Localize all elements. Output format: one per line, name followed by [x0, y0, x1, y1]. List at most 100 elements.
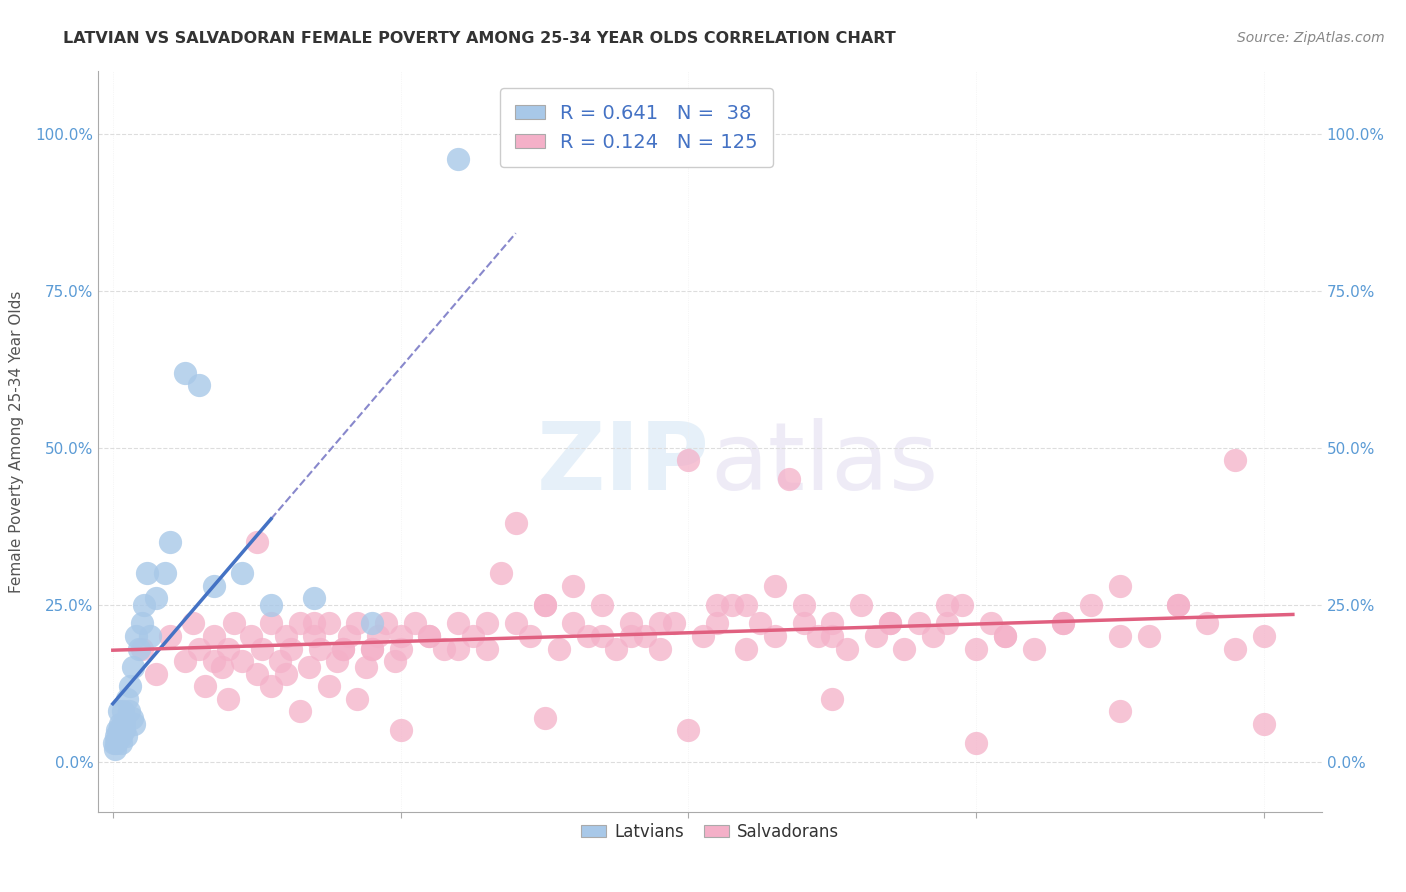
- Point: [475, 616, 498, 631]
- Point: [112, 717, 135, 731]
- Point: [131, 641, 153, 656]
- Point: [620, 616, 643, 631]
- Point: [1052, 616, 1074, 631]
- Text: Source: ZipAtlas.com: Source: ZipAtlas.com: [1237, 31, 1385, 45]
- Point: [332, 641, 354, 656]
- Point: [678, 453, 700, 467]
- Point: [145, 666, 167, 681]
- Point: [107, 730, 129, 744]
- Point: [159, 629, 181, 643]
- Point: [389, 629, 412, 643]
- Point: [222, 616, 245, 631]
- Point: [562, 579, 585, 593]
- Point: [318, 679, 340, 693]
- Point: [139, 629, 162, 643]
- Point: [533, 598, 555, 612]
- Point: [879, 616, 901, 631]
- Point: [145, 591, 167, 606]
- Point: [1225, 641, 1247, 656]
- Point: [304, 629, 326, 643]
- Point: [965, 641, 987, 656]
- Point: [1080, 598, 1102, 612]
- Point: [548, 641, 571, 656]
- Point: [105, 723, 128, 738]
- Point: [128, 641, 150, 656]
- Point: [807, 629, 830, 643]
- Point: [519, 629, 541, 643]
- Point: [112, 723, 135, 738]
- Point: [252, 641, 274, 656]
- Point: [418, 629, 440, 643]
- Point: [318, 616, 340, 631]
- Y-axis label: Female Poverty Among 25-34 Year Olds: Female Poverty Among 25-34 Year Olds: [10, 291, 24, 592]
- Point: [159, 535, 181, 549]
- Point: [994, 629, 1017, 643]
- Text: ZIP: ZIP: [537, 417, 710, 509]
- Point: [304, 591, 326, 606]
- Point: [648, 616, 671, 631]
- Text: LATVIAN VS SALVADORAN FEMALE POVERTY AMONG 25-34 YEAR OLDS CORRELATION CHART: LATVIAN VS SALVADORAN FEMALE POVERTY AMO…: [63, 31, 896, 46]
- Point: [337, 629, 360, 643]
- Point: [447, 152, 470, 166]
- Point: [153, 566, 176, 581]
- Point: [965, 736, 987, 750]
- Point: [1137, 629, 1160, 643]
- Point: [634, 629, 657, 643]
- Point: [280, 641, 302, 656]
- Point: [104, 742, 127, 756]
- Point: [104, 730, 127, 744]
- Point: [108, 723, 131, 738]
- Point: [793, 616, 815, 631]
- Point: [108, 717, 131, 731]
- Point: [735, 641, 758, 656]
- Point: [111, 704, 134, 718]
- Point: [835, 641, 858, 656]
- Point: [115, 691, 138, 706]
- Point: [907, 616, 929, 631]
- Point: [461, 629, 484, 643]
- Point: [491, 566, 513, 581]
- Point: [418, 629, 440, 643]
- Point: [706, 598, 728, 612]
- Point: [136, 566, 159, 581]
- Point: [131, 616, 153, 631]
- Point: [173, 654, 195, 668]
- Point: [1167, 598, 1189, 612]
- Point: [879, 616, 901, 631]
- Text: atlas: atlas: [710, 417, 938, 509]
- Point: [562, 616, 585, 631]
- Point: [107, 704, 129, 718]
- Point: [124, 717, 146, 731]
- Point: [749, 616, 772, 631]
- Legend: Latvians, Salvadorans: Latvians, Salvadorans: [574, 816, 846, 847]
- Point: [360, 616, 382, 631]
- Point: [433, 641, 456, 656]
- Point: [389, 723, 412, 738]
- Point: [202, 629, 225, 643]
- Point: [447, 641, 470, 656]
- Point: [865, 629, 887, 643]
- Point: [821, 629, 844, 643]
- Point: [202, 654, 225, 668]
- Point: [1109, 579, 1132, 593]
- Point: [505, 516, 527, 530]
- Point: [475, 641, 498, 656]
- Point: [110, 730, 132, 744]
- Point: [1109, 629, 1132, 643]
- Point: [231, 654, 253, 668]
- Point: [763, 629, 786, 643]
- Point: [194, 679, 217, 693]
- Point: [591, 629, 613, 643]
- Point: [114, 730, 136, 744]
- Point: [103, 736, 125, 750]
- Point: [821, 691, 844, 706]
- Point: [821, 616, 844, 631]
- Point: [120, 679, 142, 693]
- Point: [246, 666, 269, 681]
- Point: [763, 579, 786, 593]
- Point: [217, 641, 239, 656]
- Point: [260, 616, 283, 631]
- Point: [648, 641, 671, 656]
- Point: [662, 616, 685, 631]
- Point: [117, 704, 139, 718]
